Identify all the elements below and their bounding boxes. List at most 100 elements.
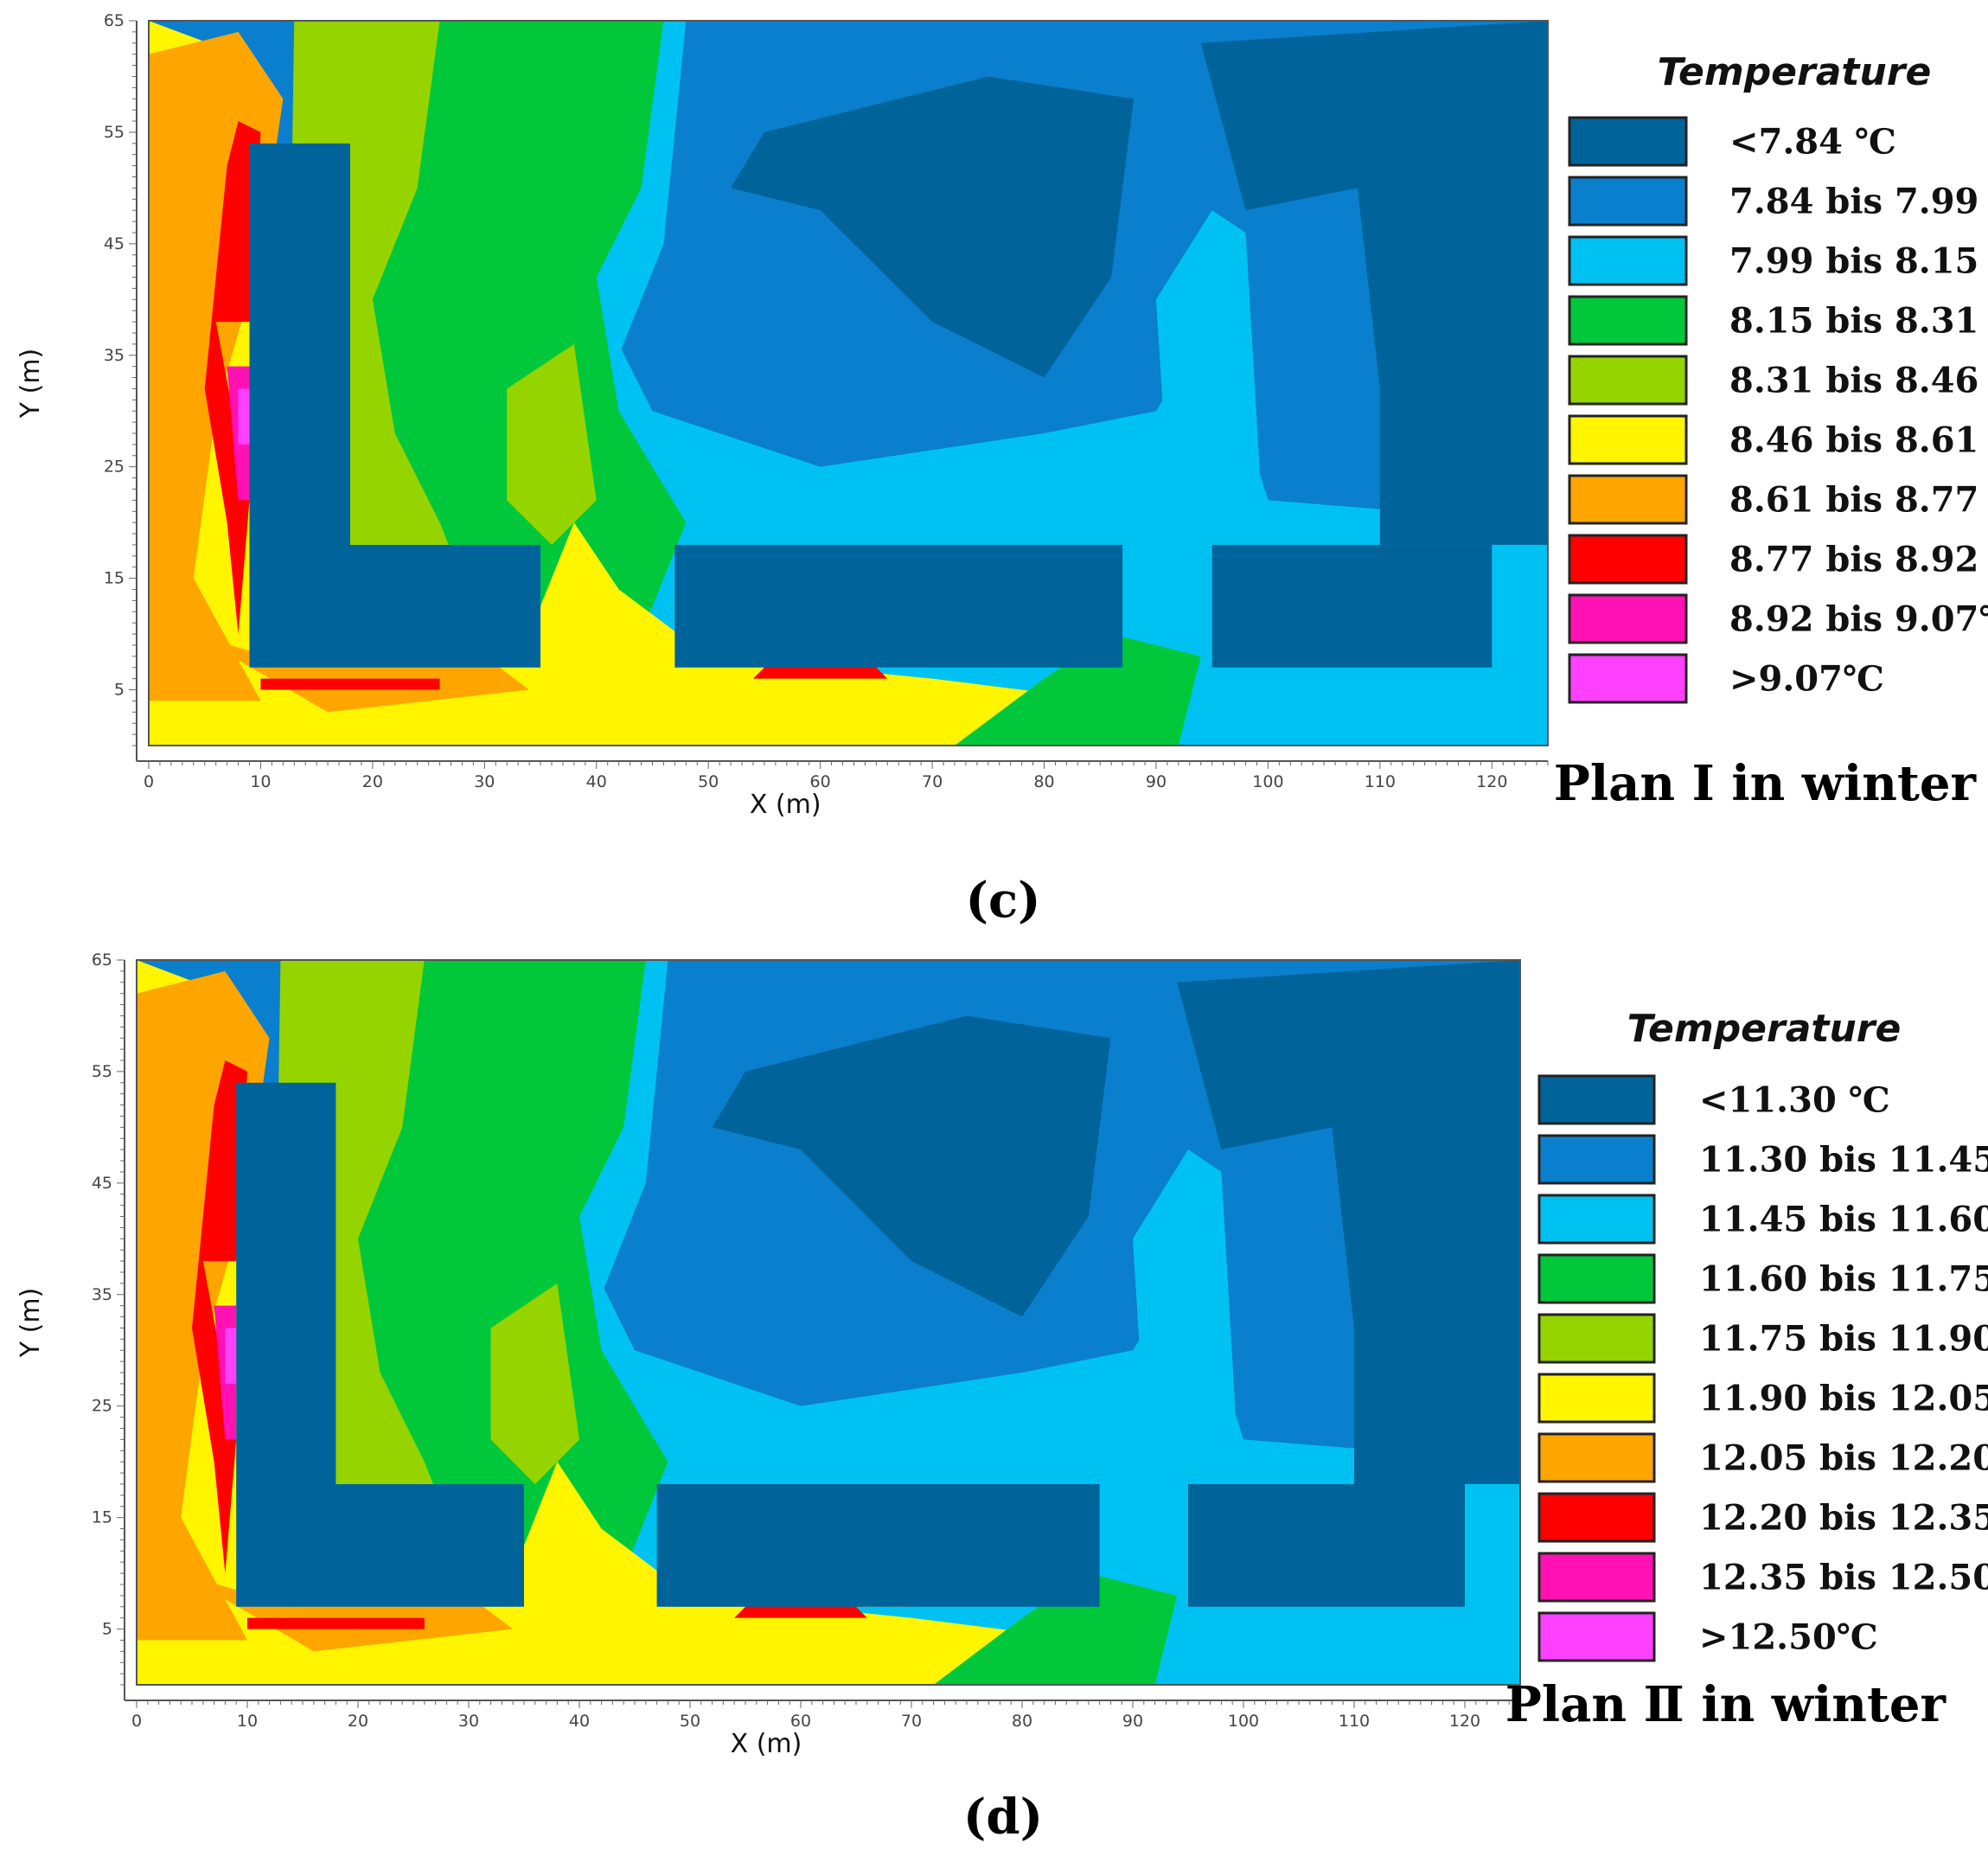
x-tick-label: 70 xyxy=(922,772,943,791)
x-tick-label: 120 xyxy=(1449,1712,1480,1731)
legend-label: 11.60 bis 11.75 ℃ xyxy=(1699,1259,1988,1300)
x-tick-label: 60 xyxy=(790,1712,811,1731)
legend-label: 12.20 bis 12.35 ℃ xyxy=(1699,1498,1988,1539)
legend-label: 8.61 bis 8.77 ℃ xyxy=(1729,480,1988,521)
legend-label: 7.99 bis 8.15 ℃ xyxy=(1729,241,1988,282)
field-region xyxy=(490,1283,579,1484)
x-tick-label: 120 xyxy=(1476,772,1507,791)
legend-label: 8.92 bis 9.07℃ xyxy=(1729,599,1988,640)
field-region xyxy=(192,1060,247,1574)
field-region xyxy=(193,634,530,713)
field-region xyxy=(225,1328,237,1384)
legend-swatch xyxy=(1537,1313,1656,1364)
x-tick-label: 20 xyxy=(348,1712,368,1731)
field-region xyxy=(238,388,250,445)
field-region xyxy=(933,1573,1178,1685)
x-tick-label: 80 xyxy=(1033,772,1054,791)
x-tick-label: 30 xyxy=(474,772,495,791)
x-tick-label: 40 xyxy=(569,1712,590,1731)
legend-swatch xyxy=(1568,176,1688,227)
legend-swatch xyxy=(1568,653,1688,704)
y-tick-label: 65 xyxy=(92,951,112,970)
plot-frame xyxy=(148,20,1549,746)
legend-label: 8.15 bis 8.31 ℃ xyxy=(1729,301,1988,342)
field-region xyxy=(674,544,1123,668)
legend-swatch xyxy=(1537,1492,1656,1543)
x-tick-label: 90 xyxy=(1146,772,1167,791)
temperature-field xyxy=(149,21,1548,746)
plan-title: Plan Ⅰ in winter xyxy=(1554,755,1978,812)
legend-swatch xyxy=(1568,235,1688,286)
field-region xyxy=(1211,544,1493,668)
x-tick-label: 0 xyxy=(144,772,154,791)
plan-title: Plan Ⅱ in winter xyxy=(1505,1676,1947,1733)
x-axis-label: X (m) xyxy=(731,1729,802,1759)
y-tick-label: 55 xyxy=(104,123,125,142)
legend-swatch xyxy=(1537,1253,1656,1304)
x-tick-label: 110 xyxy=(1339,1712,1370,1731)
y-tick-label: 5 xyxy=(102,1620,112,1639)
legend-swatch xyxy=(1537,1134,1656,1185)
legend-swatch xyxy=(1568,295,1688,346)
x-tick-label: 80 xyxy=(1012,1712,1032,1731)
legend-label: 8.31 bis 8.46 ℃ xyxy=(1729,361,1988,401)
legend-swatch xyxy=(1537,1074,1656,1125)
legend-label: >12.50℃ xyxy=(1699,1617,1878,1658)
field-region xyxy=(731,76,1135,378)
y-tick-label: 5 xyxy=(114,681,125,700)
legend-swatch xyxy=(1568,414,1688,465)
x-tick-label: 60 xyxy=(810,772,831,791)
legend-swatch xyxy=(1537,1552,1656,1603)
y-tick-label: 25 xyxy=(92,1397,112,1416)
field-region xyxy=(181,1573,514,1652)
y-axis-label: Y (m) xyxy=(16,349,46,419)
legend-title: Temperature xyxy=(1627,1007,1902,1051)
legend-label: 11.75 bis 11.90 ℃ xyxy=(1699,1319,1988,1360)
plot-frame xyxy=(136,959,1521,1686)
legend-label: 11.90 bis 12.05 ℃ xyxy=(1699,1379,1988,1419)
field-region xyxy=(137,960,1133,1685)
legend-label: 12.05 bis 12.20 ℃ xyxy=(1699,1438,1988,1479)
x-tick-label: 70 xyxy=(901,1712,922,1731)
field-region xyxy=(954,634,1201,746)
panel-label: (d) xyxy=(963,1789,1043,1846)
x-tick-label: 50 xyxy=(698,772,719,791)
y-tick-label: 25 xyxy=(104,458,125,477)
y-tick-label: 35 xyxy=(92,1285,112,1304)
x-tick-label: 0 xyxy=(131,1712,142,1731)
x-tick-label: 30 xyxy=(458,1712,479,1731)
x-tick-label: 10 xyxy=(237,1712,258,1731)
y-tick-label: 55 xyxy=(92,1062,112,1081)
legend-swatch xyxy=(1568,593,1688,644)
y-tick-label: 15 xyxy=(92,1508,112,1527)
legend-swatch xyxy=(1568,534,1688,585)
legend-label: 11.30 bis 11.45 ℃ xyxy=(1699,1140,1988,1181)
x-tick-label: 20 xyxy=(362,772,383,791)
y-tick-label: 45 xyxy=(92,1174,112,1193)
field-region xyxy=(236,1082,524,1607)
legend-swatch xyxy=(1568,474,1688,525)
field-region xyxy=(1200,21,1548,412)
legend-swatch xyxy=(1537,1373,1656,1424)
legend-swatch xyxy=(1537,1611,1656,1662)
field-region xyxy=(1155,210,1269,656)
x-tick-label: 100 xyxy=(1228,1712,1259,1731)
x-tick-label: 40 xyxy=(586,772,607,791)
legend-label: <11.30 ℃ xyxy=(1699,1080,1890,1121)
field-region xyxy=(1188,1483,1465,1607)
legend-label: 7.84 bis 7.99 ℃ xyxy=(1729,182,1988,222)
field-region xyxy=(247,1617,425,1629)
x-tick-label: 90 xyxy=(1122,1712,1143,1731)
field-region xyxy=(1379,388,1548,545)
heatmap-panel-2: 0 10 20 30 40 50 60 70 80 90 100 110 120 5 15 25 35 45 55 6… xyxy=(16,951,1988,1846)
field-region xyxy=(712,1015,1111,1317)
x-tick-label: 100 xyxy=(1252,772,1283,791)
field-region xyxy=(249,143,541,668)
y-tick-label: 15 xyxy=(104,569,125,588)
field-region xyxy=(1354,1328,1520,1484)
temperature-field xyxy=(137,960,1520,1685)
legend-swatch xyxy=(1568,355,1688,406)
legend-label: 8.46 bis 8.61 ℃ xyxy=(1729,420,1988,461)
legend-label: 12.35 bis 12.50℃ xyxy=(1699,1558,1988,1598)
